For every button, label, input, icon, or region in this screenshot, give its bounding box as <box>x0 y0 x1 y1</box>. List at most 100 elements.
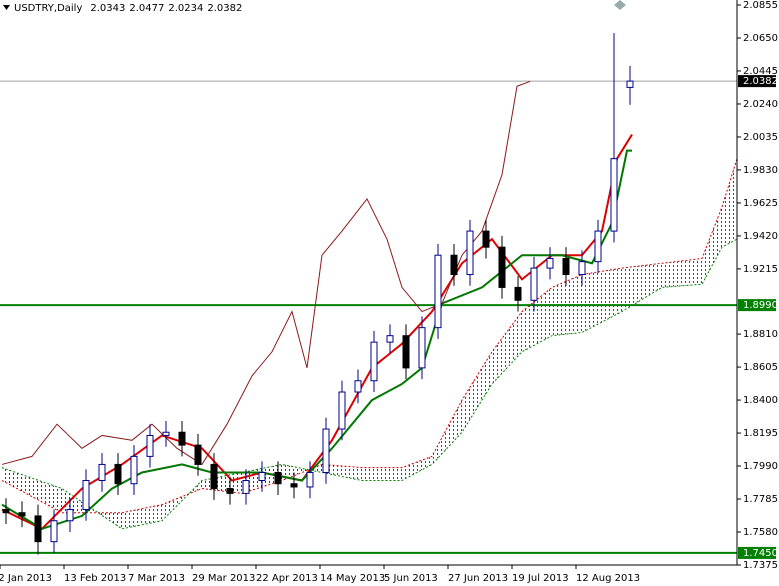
price-label-box <box>738 546 776 559</box>
cloud-segment <box>522 287 552 352</box>
cloud-segment <box>322 464 362 481</box>
x-tick-label: 29 Mar 2013 <box>192 573 255 584</box>
x-tick-label: 13 Feb 2013 <box>64 573 126 584</box>
price-label: 2.0382 <box>743 76 778 87</box>
candle-body <box>434 254 442 329</box>
y-tick-label: 2.0035 <box>743 132 778 143</box>
candle-body <box>514 286 522 301</box>
y-tick-label: 2.0445 <box>743 66 778 77</box>
cloud-segment <box>282 464 322 481</box>
y-tick-label: 1.7785 <box>743 494 778 505</box>
header-value: 2.0382 <box>207 3 242 14</box>
indicator-line <box>1 80 531 466</box>
cloud-segment <box>622 263 662 312</box>
y-tick-label: 2.0240 <box>743 99 778 110</box>
candle-body <box>562 257 570 276</box>
y-tick-label: 1.7990 <box>743 461 778 472</box>
y-tick-label: 1.8810 <box>743 329 778 340</box>
y-tick-label: 2.0650 <box>743 33 778 44</box>
cloud-span_a <box>1 158 737 514</box>
menu-arrow[interactable] <box>3 5 10 10</box>
cloud-segment <box>122 504 162 529</box>
price-label: 1.7450 <box>743 548 778 559</box>
cloud-segment <box>402 456 432 481</box>
candle-body <box>450 254 458 276</box>
candle-body <box>50 520 58 543</box>
candle-body <box>66 508 74 522</box>
cloud-segment <box>462 351 492 433</box>
price-label-box <box>738 75 776 88</box>
x-tick-label: 12 Aug 2013 <box>576 573 640 584</box>
candle-body <box>98 463 106 482</box>
y-tick-label: 1.9420 <box>743 231 778 242</box>
candle-body <box>18 512 26 517</box>
candle-body <box>498 246 506 288</box>
candle-body <box>178 431 186 446</box>
candle-body <box>322 428 330 473</box>
x-tick-label: 19 Jul 2013 <box>512 573 569 584</box>
y-tick-label: 1.9830 <box>743 165 778 176</box>
header-value: 2.0234 <box>168 3 203 14</box>
candle-body <box>594 230 602 263</box>
y-tick-label: 2.0855 <box>743 0 778 11</box>
chart-header: USDTRY,Daily 2.0343 2.0477 2.0234 2.0382 <box>14 3 242 14</box>
candle-body <box>2 508 10 514</box>
header-value: 2.0477 <box>129 3 164 14</box>
price-label: 1.8990 <box>743 300 778 311</box>
candle-body <box>194 444 202 465</box>
candle-body <box>402 335 410 369</box>
shift-marker[interactable] <box>614 0 626 10</box>
cloud-segment <box>162 480 202 521</box>
candle-body <box>226 488 234 494</box>
y-tick-label: 1.7375 <box>743 560 778 571</box>
x-tick-label: 22 Jan 2013 <box>0 573 52 584</box>
plot-area <box>0 33 737 555</box>
x-tick-label: 7 Mar 2013 <box>128 573 185 584</box>
candle-body <box>34 515 42 543</box>
cloud-segment <box>492 311 522 384</box>
candle-body <box>386 335 394 343</box>
candle-body <box>258 471 266 482</box>
cloud-segment <box>362 467 402 481</box>
x-tick-label: 27 Jun 2013 <box>448 573 508 584</box>
candle-body <box>578 261 586 276</box>
candle-body <box>338 391 346 430</box>
candle-body <box>162 431 170 436</box>
cloud-segment <box>702 206 722 285</box>
y-tick-label: 1.8605 <box>743 362 778 373</box>
candle-body <box>82 480 90 510</box>
candle-body <box>610 158 618 232</box>
candle-body <box>626 80 634 88</box>
candle-body <box>274 471 282 485</box>
candle-body <box>418 327 426 369</box>
y-tick-label: 1.8400 <box>743 395 778 406</box>
header-value: 2.0343 <box>90 3 125 14</box>
candle-body <box>306 471 314 488</box>
y-tick-label: 1.9215 <box>743 264 778 275</box>
cloud-segment <box>722 158 737 248</box>
candle-body <box>242 480 250 494</box>
cloud-segment <box>432 400 462 465</box>
x-tick-label: 22 Apr 2013 <box>256 573 318 584</box>
y-tick-label: 1.8195 <box>743 428 778 439</box>
candle-body <box>114 463 122 485</box>
cloud-segment <box>2 467 62 513</box>
candle-body <box>370 341 378 382</box>
candle-body <box>130 455 138 485</box>
y-tick-label: 1.7580 <box>743 527 778 538</box>
candle-body <box>146 434 154 457</box>
x-tick-label: 5 Jun 2013 <box>384 573 438 584</box>
price-label-box <box>738 299 776 312</box>
candle-body <box>354 380 362 393</box>
y-tick-label: 1.9625 <box>743 198 778 209</box>
candle-body <box>466 230 474 276</box>
candle-body <box>530 267 538 301</box>
candle-body <box>546 257 554 269</box>
x-tick-label: 14 May 2013 <box>320 573 385 584</box>
candle-body <box>482 230 490 248</box>
symbol: USDTRY,Daily <box>14 3 82 14</box>
cloud-segment <box>662 258 702 288</box>
candle-body <box>210 463 218 490</box>
